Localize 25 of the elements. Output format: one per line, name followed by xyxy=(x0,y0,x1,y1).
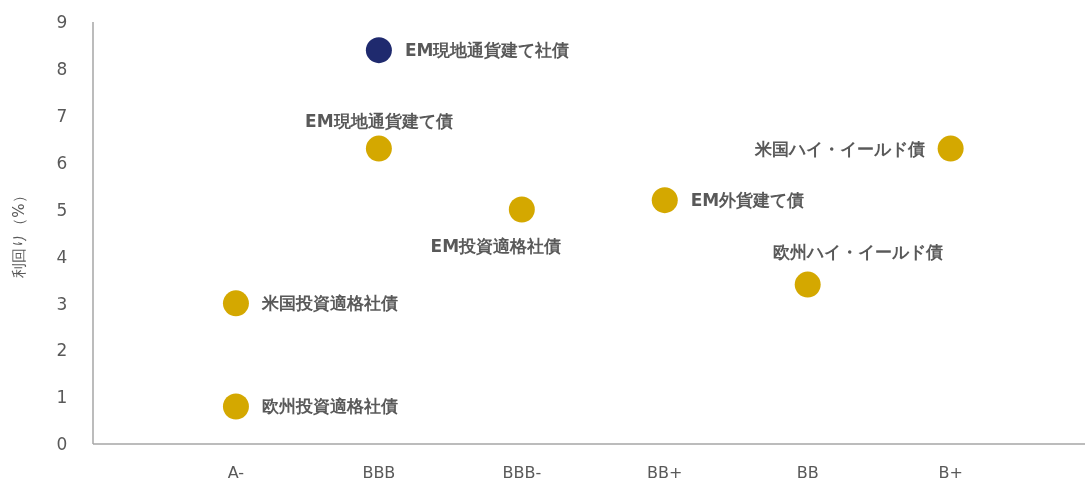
series-label: EM現地通貨建て社債 xyxy=(404,40,570,61)
series-label: 欧州投資適格社債 xyxy=(261,396,398,417)
series-label: 欧州ハイ・イールド債 xyxy=(772,241,943,262)
series-label: EM現地通貨建て債 xyxy=(305,110,453,131)
x-tick-label: A- xyxy=(227,463,245,482)
y-tick-label: 1 xyxy=(56,387,68,408)
x-tick-label: B+ xyxy=(938,463,963,482)
x-tick-label: BB+ xyxy=(647,463,683,482)
x-tick-label: BBB xyxy=(362,463,396,482)
y-tick-label: 5 xyxy=(56,199,68,220)
y-tick-label: 2 xyxy=(56,340,68,361)
y-tick-label: 8 xyxy=(56,59,68,80)
series-label: 米国投資適格社債 xyxy=(260,293,398,314)
y-tick-label: 7 xyxy=(56,105,68,126)
y-axis-title: 利回り（%） xyxy=(10,188,28,278)
y-tick-label: 9 xyxy=(56,12,68,33)
x-tick-label: BBB- xyxy=(502,463,542,482)
y-tick-label: 0 xyxy=(56,434,68,455)
series-label: EM投資適格社債 xyxy=(430,235,562,256)
x-tick-label: BB xyxy=(796,463,819,482)
y-tick-label: 6 xyxy=(56,152,68,173)
series-label: EM外貨建て債 xyxy=(690,190,805,211)
y-tick-label: 3 xyxy=(56,293,68,314)
y-tick-label: 4 xyxy=(56,246,68,267)
series-label: 米国ハイ・イールド債 xyxy=(753,138,925,159)
